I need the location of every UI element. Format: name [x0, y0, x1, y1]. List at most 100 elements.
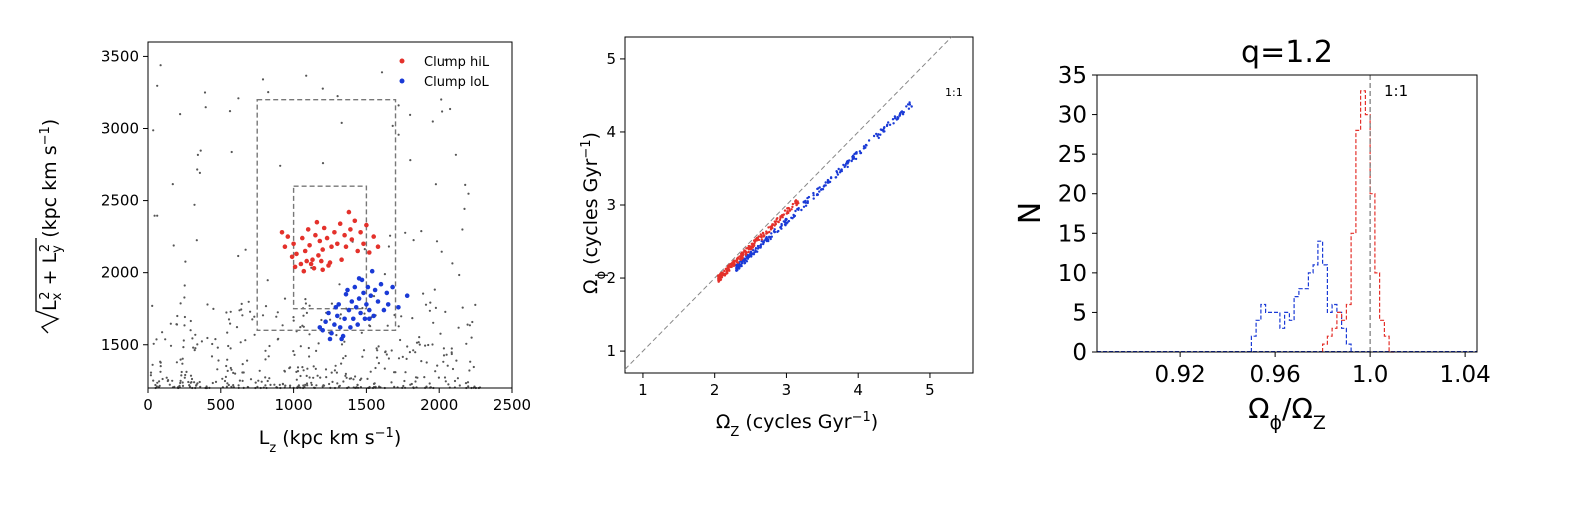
- background-star: [468, 324, 471, 327]
- background-star: [463, 207, 466, 210]
- background-star: [428, 309, 431, 312]
- hiL-point: [300, 235, 305, 241]
- background-star: [247, 300, 250, 303]
- background-star: [194, 333, 197, 336]
- background-star: [256, 385, 259, 388]
- background-star: [335, 371, 338, 374]
- loL-point: [835, 171, 839, 174]
- hiL-point: [326, 263, 331, 268]
- hiL-point: [346, 209, 352, 215]
- loL-point: [342, 316, 347, 322]
- loL-point: [829, 176, 833, 179]
- loL-point: [384, 290, 390, 296]
- background-star: [264, 305, 268, 308]
- background-star: [342, 380, 345, 383]
- background-star: [211, 381, 214, 385]
- loL-point: [320, 328, 326, 333]
- loL-point: [858, 150, 862, 153]
- loL-point: [834, 176, 837, 179]
- background-star: [443, 376, 447, 379]
- background-star: [308, 355, 311, 358]
- hiL-point: [308, 261, 314, 267]
- background-star: [305, 374, 308, 377]
- background-star: [229, 347, 232, 350]
- loL-point: [743, 262, 746, 265]
- hiL-point: [726, 265, 730, 268]
- background-star: [348, 377, 351, 380]
- y-tick-label: 2: [606, 269, 616, 287]
- loL-point: [785, 221, 789, 224]
- background-star: [149, 371, 153, 374]
- loL-point: [842, 163, 845, 167]
- background-star: [257, 379, 260, 382]
- loL-point: [802, 205, 806, 208]
- background-star: [373, 382, 376, 385]
- background-star: [184, 373, 187, 377]
- background-star: [238, 309, 241, 312]
- background-star: [195, 383, 198, 386]
- background-star: [304, 298, 307, 301]
- background-star: [276, 338, 279, 341]
- background-star: [261, 314, 265, 317]
- hiL-point: [311, 266, 317, 271]
- background-star: [237, 384, 240, 387]
- y-tick-label: 3000: [101, 120, 139, 138]
- background-star: [159, 370, 162, 373]
- hiL-point: [779, 216, 782, 220]
- loL-point: [812, 191, 815, 195]
- background-star: [414, 376, 418, 379]
- background-star: [402, 384, 405, 388]
- background-star: [400, 315, 403, 318]
- hiL-point: [750, 248, 753, 251]
- loL-point: [879, 128, 883, 131]
- hiL-point: [720, 274, 724, 277]
- background-star: [321, 385, 324, 388]
- loL-point: [896, 116, 899, 119]
- background-star: [159, 64, 162, 67]
- loL-point: [390, 284, 395, 290]
- loL-point: [358, 310, 363, 316]
- background-star: [161, 331, 164, 334]
- background-star: [360, 331, 363, 334]
- loL-point: [865, 144, 868, 147]
- loL-point: [372, 287, 378, 293]
- loL-point: [356, 296, 362, 301]
- background-star: [189, 329, 192, 332]
- loL-point: [907, 107, 911, 110]
- background-star: [185, 370, 188, 373]
- background-star: [374, 366, 377, 370]
- background-star: [261, 78, 265, 81]
- background-star: [425, 385, 428, 388]
- background-star: [156, 84, 159, 87]
- loL-point: [356, 276, 362, 281]
- background-star: [394, 371, 397, 374]
- background-star: [449, 107, 452, 111]
- hiL-point: [785, 212, 789, 215]
- loL-point: [735, 266, 738, 269]
- loL-point: [337, 325, 343, 330]
- loL-point: [349, 299, 355, 304]
- loL-point: [367, 307, 372, 313]
- background-star: [211, 342, 214, 346]
- background-star: [366, 377, 369, 380]
- background-star: [397, 357, 401, 360]
- loL-point: [792, 215, 796, 218]
- loL-point: [850, 159, 853, 163]
- hiL-point: [778, 218, 782, 222]
- hiL-point: [757, 235, 761, 238]
- hiL-point: [279, 230, 285, 235]
- background-star: [193, 381, 196, 384]
- background-star: [181, 381, 184, 384]
- background-star: [305, 74, 308, 77]
- background-star: [195, 239, 198, 242]
- background-star: [268, 377, 271, 380]
- loL-point: [888, 123, 892, 127]
- p2-marks: [624, 36, 952, 370]
- background-star: [470, 336, 473, 339]
- background-star: [412, 239, 415, 242]
- background-star: [166, 379, 169, 383]
- background-star: [249, 378, 253, 381]
- loL-point: [876, 134, 879, 138]
- hiL-point: [760, 238, 763, 241]
- x-tick-label: 0: [143, 396, 153, 414]
